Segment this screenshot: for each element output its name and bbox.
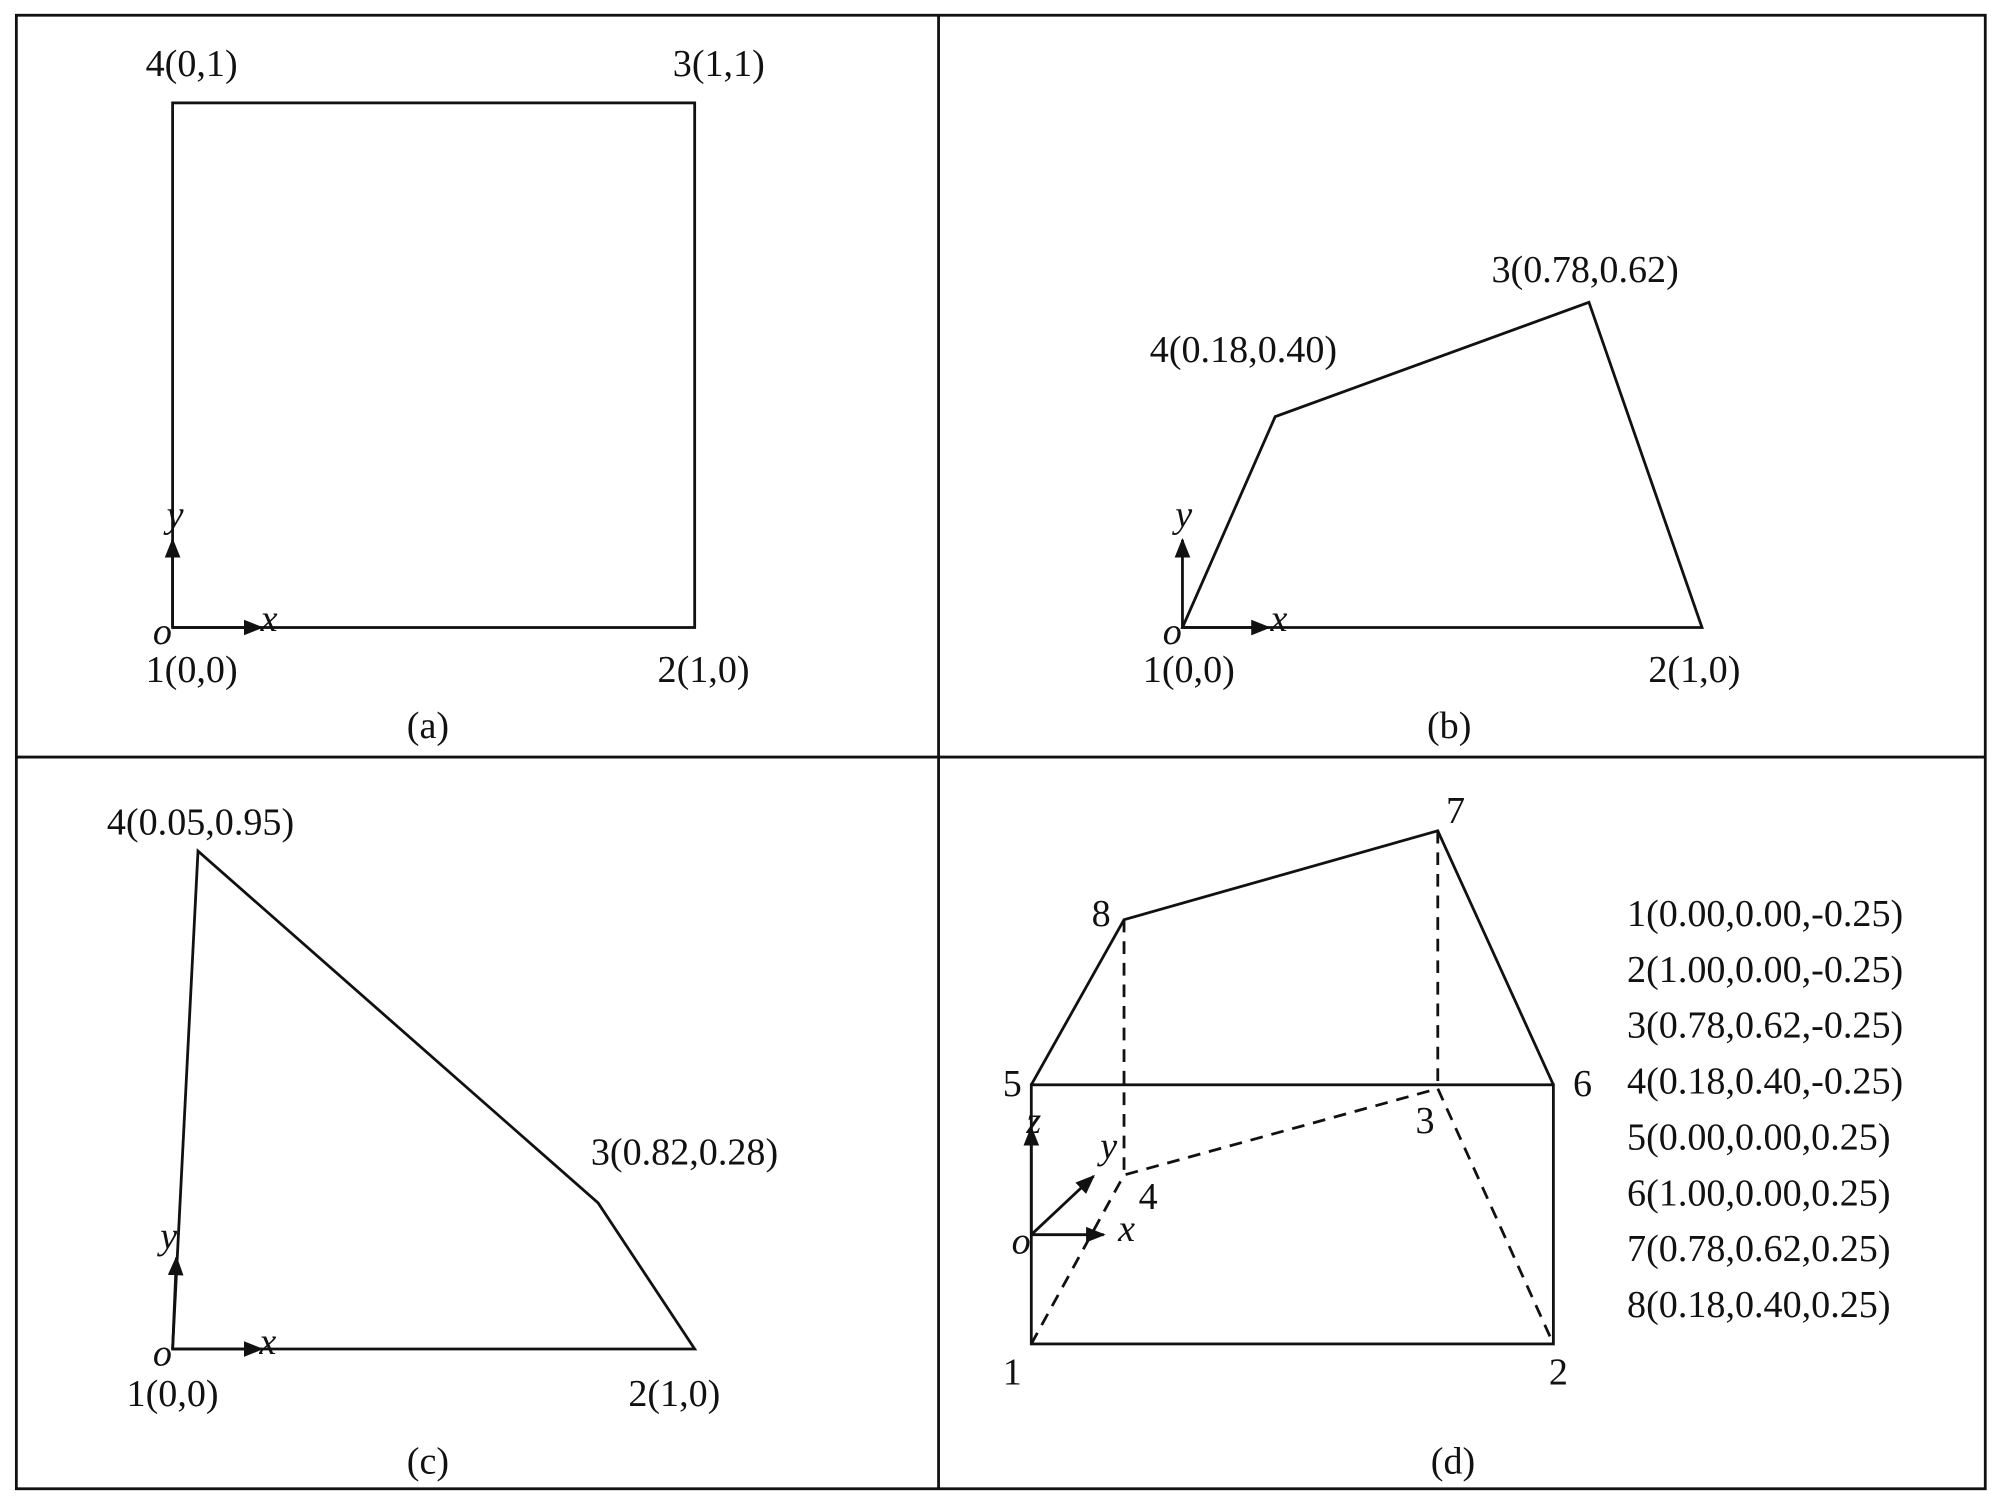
vertex-label: 2(1,0) — [628, 1373, 720, 1415]
coordinate-label: 2(1.00,0.00,-0.25) — [1627, 949, 1903, 991]
panel-b: o x y 1(0,0) 2(1,0) 3(0.78,0.62) 4(0.18,… — [1143, 249, 1741, 747]
axis-label: z — [1025, 1100, 1041, 1142]
axis-label: x — [260, 598, 278, 640]
hidden-edges — [1030, 1086, 1555, 1345]
axis-label: y — [156, 1216, 177, 1258]
caption: (c) — [407, 1440, 449, 1482]
coordinate-label: 3(0.78,0.62,-0.25) — [1627, 1005, 1903, 1047]
panel-a: o x y 1(0,0) 2(1,0) 3(1,1) 4(0,1) (a) — [146, 43, 765, 747]
vertex-label: 3(1,1) — [673, 43, 765, 85]
caption: (b) — [1427, 705, 1471, 747]
shape — [1180, 300, 1704, 629]
caption: (a) — [407, 705, 449, 747]
coordinate-label: 1(0.00,0.00,-0.25) — [1627, 893, 1903, 935]
vertex-label: 4 — [1139, 1176, 1158, 1218]
coordinate-label: 5(0.00,0.00,0.25) — [1627, 1116, 1890, 1158]
vertex-label: 3(0.82,0.28) — [591, 1132, 778, 1174]
axis-label: y — [163, 494, 184, 536]
vertex-label: 8 — [1092, 893, 1111, 935]
vertex-label: 1(0,0) — [1143, 649, 1235, 691]
coordinate-label: 8(0.18,0.40,0.25) — [1627, 1284, 1890, 1326]
axis-label: x — [1117, 1208, 1135, 1250]
vertex-label: 2 — [1549, 1351, 1568, 1393]
vertex-label: 2(1,0) — [1648, 649, 1740, 691]
axis-label: o — [1012, 1221, 1031, 1263]
coordinate-label: 7(0.78,0.62,0.25) — [1627, 1228, 1890, 1270]
vertex-label: 6 — [1573, 1063, 1592, 1105]
axis-label: x — [258, 1321, 276, 1363]
vertex-label: 1 — [1003, 1351, 1022, 1393]
axis-label: y — [1171, 494, 1192, 536]
vertex-label: 4(0,1) — [146, 43, 238, 85]
axis-label: o — [153, 611, 172, 653]
vertex-label: 1(0,0) — [127, 1373, 219, 1415]
axis-label: y — [1096, 1125, 1117, 1167]
y-axis — [167, 1255, 184, 1350]
panel-d: o x y z 1 2 3 4 5 6 7 8 1(0.00,0.00,-0.2… — [1003, 790, 1903, 1482]
vertex-label: 4(0.05,0.95) — [107, 801, 294, 843]
vertex-label: 7 — [1446, 790, 1465, 832]
axis-label: o — [153, 1332, 172, 1374]
coordinate-label: 4(0.18,0.40,-0.25) — [1627, 1061, 1903, 1103]
vertex-label: 2(1,0) — [658, 649, 750, 691]
coordinate-label: 6(1.00,0.00,0.25) — [1627, 1172, 1890, 1214]
top-edges — [1030, 829, 1555, 1086]
axis-label: o — [1163, 611, 1182, 653]
vertex-label: 5 — [1003, 1063, 1022, 1105]
caption: (d) — [1431, 1440, 1475, 1482]
border — [14, 13, 1987, 1491]
panel-c: o x y 1(0,0) 2(1,0) 3(0.82,0.28) 4(0.05,… — [107, 801, 778, 1482]
axis-label: x — [1270, 598, 1288, 640]
y-axis — [1030, 1174, 1095, 1236]
vertex-label: 1(0,0) — [146, 649, 238, 691]
frame — [14, 13, 1987, 1491]
coordinate-list: 1(0.00,0.00,-0.25) 2(1.00,0.00,-0.25) 3(0.… — [1627, 893, 1903, 1326]
vertex-label: 4(0.18,0.40) — [1150, 329, 1337, 371]
vertex-label: 3(0.78,0.62) — [1491, 249, 1678, 291]
shape — [171, 101, 697, 629]
vertex-label: 3 — [1416, 1100, 1435, 1142]
shape — [171, 848, 698, 1351]
